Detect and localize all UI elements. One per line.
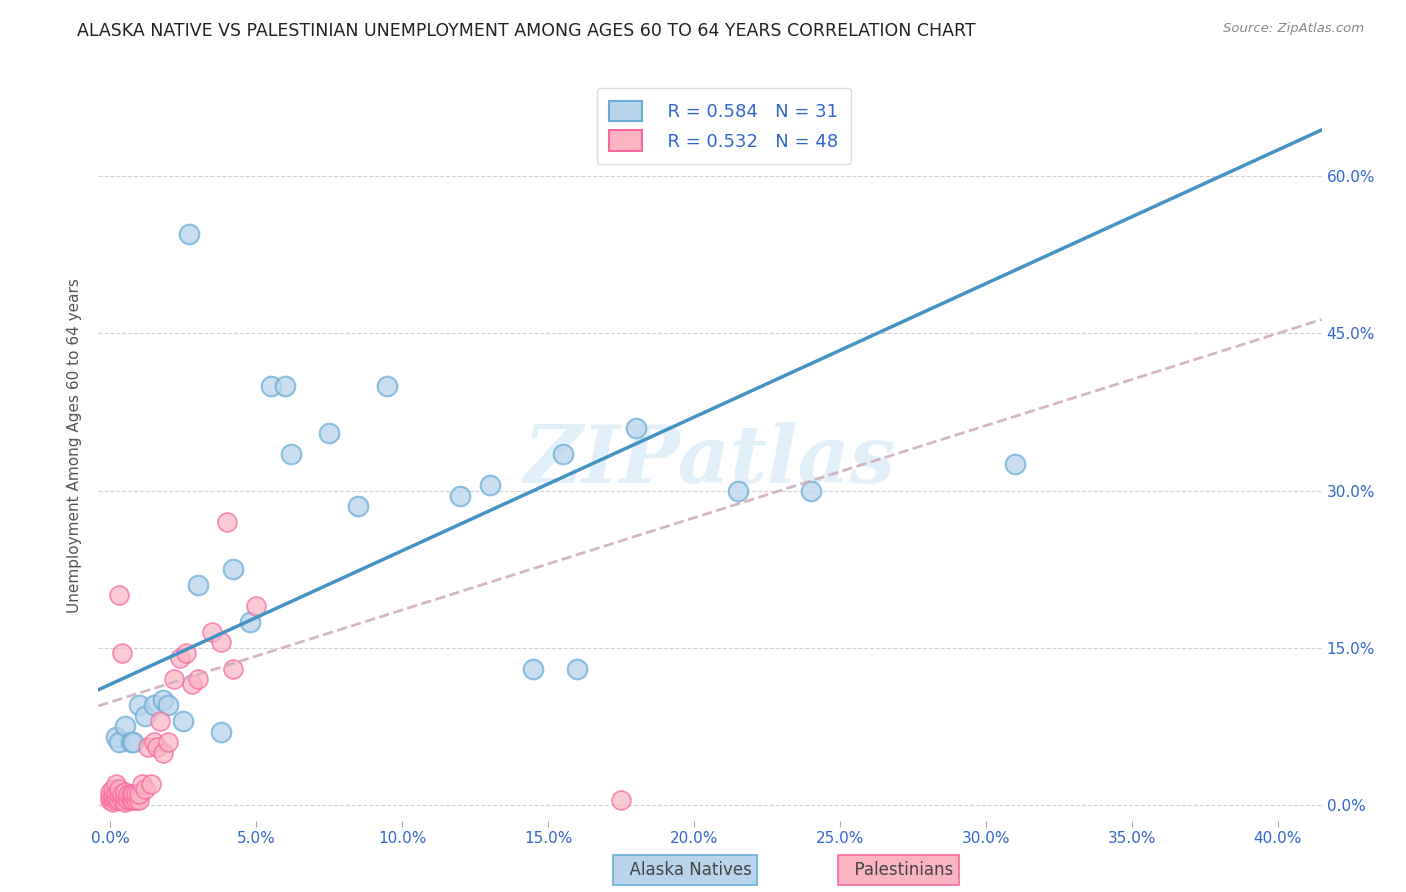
Point: [163, 672, 186, 686]
Point: [122, 788, 145, 802]
Point: [177, 227, 200, 241]
Point: [128, 788, 150, 802]
Point: [222, 562, 245, 576]
Point: [157, 698, 180, 713]
Point: [98, 793, 121, 807]
Point: [128, 698, 150, 713]
Point: [187, 672, 209, 686]
Point: [101, 790, 124, 805]
Point: [157, 735, 180, 749]
Point: [117, 788, 139, 802]
Point: [149, 714, 172, 728]
Point: [128, 793, 150, 807]
Point: [101, 782, 124, 797]
Point: [174, 646, 197, 660]
Point: [111, 788, 134, 802]
Point: [239, 615, 262, 629]
Point: [146, 740, 169, 755]
Point: [117, 793, 139, 807]
Point: [131, 777, 153, 791]
Point: [142, 698, 165, 713]
Point: [122, 735, 145, 749]
Point: [98, 785, 121, 799]
Point: [108, 793, 131, 807]
Text: ALASKA NATIVE VS PALESTINIAN UNEMPLOYMENT AMONG AGES 60 TO 64 YEARS CORRELATION : ALASKA NATIVE VS PALESTINIAN UNEMPLOYMEN…: [77, 22, 976, 40]
Point: [120, 788, 142, 802]
Point: [122, 793, 145, 807]
Point: [172, 714, 194, 728]
Point: [727, 483, 749, 498]
Point: [187, 578, 209, 592]
Point: [139, 777, 162, 791]
Point: [449, 489, 471, 503]
Point: [108, 735, 131, 749]
Point: [104, 793, 127, 807]
Point: [134, 709, 156, 723]
Point: [274, 378, 297, 392]
Text: ZIPatlas: ZIPatlas: [524, 422, 896, 500]
Point: [478, 478, 501, 492]
Legend:   R = 0.584   N = 31,   R = 0.532   N = 48: R = 0.584 N = 31, R = 0.532 N = 48: [596, 88, 851, 164]
Text: Alaska Natives: Alaska Natives: [619, 861, 752, 879]
Point: [567, 662, 589, 676]
Point: [108, 588, 131, 602]
Point: [260, 378, 283, 392]
Point: [142, 735, 165, 749]
Text: Palestinians: Palestinians: [844, 861, 953, 879]
Point: [125, 788, 148, 802]
Point: [134, 782, 156, 797]
Point: [108, 788, 131, 802]
Point: [1004, 458, 1026, 472]
Point: [222, 662, 245, 676]
Point: [152, 746, 174, 760]
Point: [101, 788, 124, 802]
Point: [136, 740, 159, 755]
Point: [522, 662, 544, 676]
Point: [201, 625, 224, 640]
Point: [180, 677, 202, 691]
Point: [114, 795, 136, 809]
Point: [125, 793, 148, 807]
Y-axis label: Unemployment Among Ages 60 to 64 years: Unemployment Among Ages 60 to 64 years: [67, 278, 83, 614]
Point: [169, 651, 191, 665]
Point: [209, 724, 232, 739]
Point: [280, 447, 302, 461]
Point: [209, 635, 232, 649]
Point: [800, 483, 823, 498]
Point: [98, 789, 121, 804]
Point: [245, 599, 267, 613]
Point: [104, 730, 127, 744]
Point: [120, 735, 142, 749]
Point: [101, 795, 124, 809]
Point: [111, 793, 134, 807]
Point: [104, 785, 127, 799]
Point: [347, 500, 370, 514]
Point: [318, 425, 340, 440]
Point: [215, 515, 238, 529]
Point: [120, 793, 142, 807]
Point: [624, 420, 647, 434]
Point: [114, 789, 136, 804]
Point: [114, 719, 136, 733]
Point: [111, 646, 134, 660]
Point: [114, 785, 136, 799]
Point: [152, 693, 174, 707]
Point: [104, 789, 127, 804]
Point: [610, 793, 633, 807]
Point: [104, 777, 127, 791]
Text: Source: ZipAtlas.com: Source: ZipAtlas.com: [1223, 22, 1364, 36]
Point: [377, 378, 399, 392]
Point: [551, 447, 574, 461]
Point: [108, 782, 131, 797]
